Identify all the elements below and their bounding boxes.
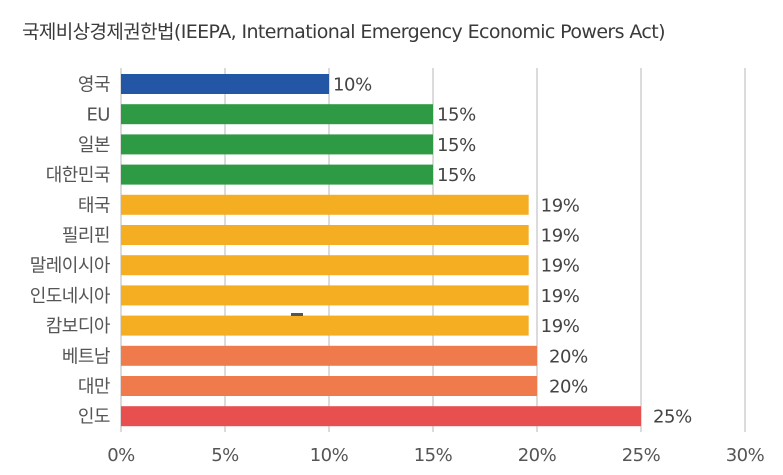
category-label-8: 인도네시아: [30, 286, 111, 307]
bar-9: [121, 315, 529, 336]
bar-6: [121, 225, 529, 245]
x-tick-label-25: 25%: [622, 445, 661, 466]
data-labels: 10% 15% 15% 15% 19% 19% 19% 19% 19% 20% 20% 25%: [333, 75, 693, 428]
data-label-8: 19%: [541, 286, 580, 307]
bar-1: [121, 74, 329, 94]
stray-mark: [291, 313, 303, 316]
chart-title: 국제비상경제권한법(IEEPA, International Emergency…: [22, 21, 665, 43]
bar-8: [121, 285, 529, 306]
category-label-5: 태국: [78, 195, 110, 216]
data-label-11: 20%: [549, 377, 588, 398]
category-label-12: 인도: [78, 407, 110, 428]
data-label-1: 10%: [333, 75, 372, 96]
data-label-7: 19%: [541, 256, 580, 277]
category-label-4: 대한민국: [46, 165, 110, 186]
x-axis-ticks: 0% 5% 10% 15% 20% 25% 30%: [107, 445, 765, 466]
category-label-11: 대만: [78, 377, 110, 398]
bar-3: [121, 134, 433, 155]
data-label-3: 15%: [437, 135, 476, 156]
x-tick-label-5: 5%: [211, 445, 239, 466]
grid-lines: [120, 68, 746, 432]
bar-10: [121, 345, 537, 366]
x-tick-label-20: 20%: [518, 445, 557, 466]
data-label-4: 15%: [437, 165, 476, 186]
data-label-10: 20%: [549, 346, 588, 367]
bar-11: [121, 376, 537, 396]
category-label-9: 캄보디아: [46, 316, 111, 337]
category-label-6: 필리핀: [62, 226, 110, 247]
data-label-2: 15%: [437, 105, 476, 126]
bar-4: [121, 164, 433, 185]
category-label-1: 영국: [78, 75, 110, 96]
category-label-7: 말레이시아: [30, 256, 111, 277]
x-tick-label-0: 0%: [107, 445, 135, 466]
data-label-5: 19%: [541, 195, 580, 216]
bar-2: [121, 104, 433, 125]
category-label-2: EU: [86, 105, 110, 126]
category-label-3: 일본: [78, 135, 110, 156]
bar-12: [121, 406, 641, 427]
x-tick-label-15: 15%: [414, 445, 453, 466]
data-label-6: 19%: [541, 226, 580, 247]
bar-5: [121, 194, 529, 215]
data-label-9: 19%: [541, 316, 580, 337]
bar-7: [121, 255, 529, 276]
bars: [121, 74, 641, 427]
x-tick-label-30: 30%: [726, 445, 765, 466]
data-label-12: 25%: [653, 407, 692, 428]
category-label-10: 베트남: [62, 346, 110, 367]
x-tick-label-10: 10%: [310, 445, 349, 466]
